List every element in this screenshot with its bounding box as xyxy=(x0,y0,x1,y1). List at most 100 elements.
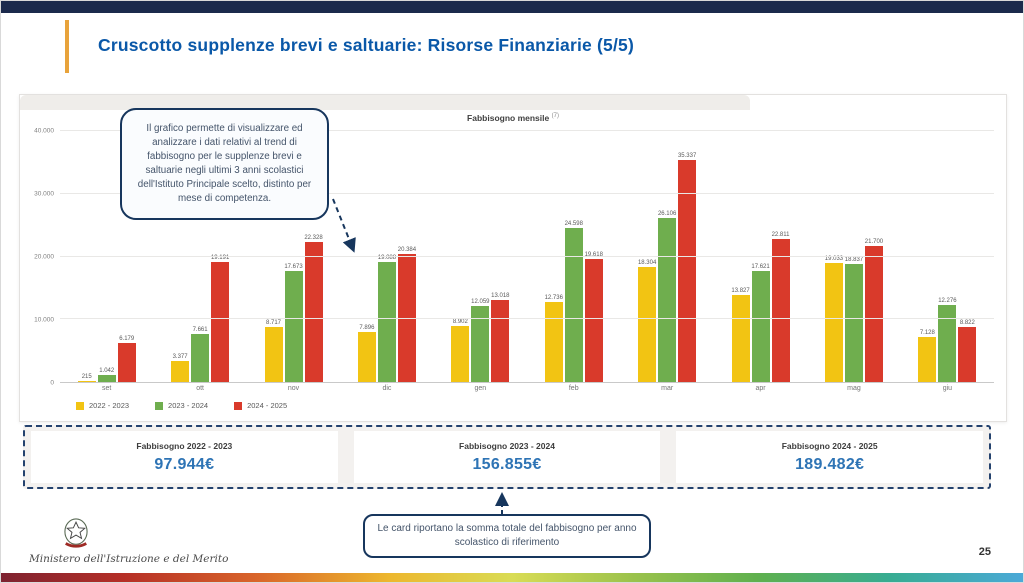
legend-swatch-icon xyxy=(155,401,164,410)
ministry-emblem-icon xyxy=(64,518,88,548)
bar-value-label: 18.837 xyxy=(844,256,864,263)
bar-value-label: 8.717 xyxy=(266,320,282,327)
chart-note-callout: Il grafico permette di visualizzare ed a… xyxy=(120,108,329,220)
bar-value-label: 13.018 xyxy=(491,293,510,300)
y-tick-label: 0 xyxy=(50,379,54,387)
bar-mag-2024-2025: 21.700 xyxy=(865,131,883,382)
bar-value-label: 21.700 xyxy=(864,238,884,245)
bar-group-gen: 8.902 12.059 13.018 xyxy=(434,131,527,382)
bar-value-label: 19.088 xyxy=(377,255,397,262)
bar-nov-2024-2025: 22.328 xyxy=(304,131,323,382)
bar-value-label: 17.673 xyxy=(284,264,303,271)
x-axis-label: mag xyxy=(847,385,861,392)
bar-value-label: 12.059 xyxy=(471,299,490,306)
chart-plot: 215 1.042 6.179 3.377 7.661 19.191 8.717 17.673… xyxy=(60,130,994,383)
legend-swatch-icon xyxy=(76,401,84,410)
bar-value-label: 8.902 xyxy=(452,319,468,326)
y-tick-label: 30.000 xyxy=(34,190,54,198)
bar xyxy=(171,360,190,382)
card-label: Fabbisogno 2023 - 2024 xyxy=(459,440,555,451)
gridline xyxy=(60,192,994,194)
bar-value-label: 17.621 xyxy=(751,264,770,271)
bar-ott-2022-2023: 3.377 xyxy=(171,131,190,382)
bar xyxy=(864,245,883,382)
bar xyxy=(491,300,510,382)
bar-apr-2023-2024: 17.621 xyxy=(751,131,770,382)
bar-apr-2024-2025: 22.811 xyxy=(771,131,790,382)
card-label: Fabbisogno 2024 - 2025 xyxy=(781,440,878,451)
bar xyxy=(191,333,210,382)
panel-top-strip xyxy=(20,95,750,110)
bar-value-label: 18.304 xyxy=(637,260,657,267)
bar-group-ott: 3.377 7.661 19.191 xyxy=(153,131,246,382)
bar-set-2022-2023: 215 xyxy=(77,131,96,382)
bar-mar-2022-2023: 18.304 xyxy=(638,131,656,382)
bar-giu-2023-2024: 12.276 xyxy=(938,131,957,382)
bar-value-label: 12.736 xyxy=(544,295,563,302)
bar xyxy=(264,327,283,382)
legend-swatch-icon xyxy=(234,401,243,410)
bar-gen-2024-2025: 13.018 xyxy=(491,131,510,382)
bar xyxy=(117,343,136,382)
bar xyxy=(771,238,790,382)
bar-mar-2024-2025: 35.337 xyxy=(678,131,696,382)
bar-group-apr: 13.827 17.621 22.811 xyxy=(714,131,807,382)
gridline xyxy=(60,130,994,131)
bar-value-label: 24.598 xyxy=(564,220,583,227)
gridline xyxy=(60,255,994,257)
bar xyxy=(77,380,96,382)
card-value: 97.944€ xyxy=(154,455,215,473)
bar-group-dic: 7.896 19.088 20.384 xyxy=(340,131,433,382)
bar-mar-2023-2024: 26.106 xyxy=(658,131,676,382)
chart-note-text: Il grafico permette di visualizzare ed a… xyxy=(137,123,312,204)
bar xyxy=(678,160,697,382)
bar-value-label: 22.328 xyxy=(304,234,323,241)
bar-dic-2023-2024: 19.088 xyxy=(378,131,396,382)
bar-nov-2023-2024: 17.673 xyxy=(284,131,303,382)
legend-label: 2023 - 2024 xyxy=(168,401,209,410)
chart-legend: 2022 - 2023 2023 - 2024 2024 - 2025 xyxy=(76,401,287,410)
bar-value-label: 26.106 xyxy=(657,211,677,218)
legend-item-2023-2024: 2023 - 2024 xyxy=(155,401,208,410)
bar xyxy=(397,254,416,382)
top-navy-bar xyxy=(1,1,1023,13)
bar-nov-2022-2023: 8.717 xyxy=(264,131,283,382)
bar-apr-2022-2023: 13.827 xyxy=(731,131,750,382)
bar-set-2023-2024: 1.042 xyxy=(97,131,116,382)
chart-title: Fabbisogno mensile (7) xyxy=(20,113,1006,123)
legend-item-2024-2025: 2024 - 2025 xyxy=(234,401,287,410)
gridline xyxy=(60,318,994,320)
chart-panel: Fabbisogno mensile (7) 0 10.000 20.000 30.0… xyxy=(19,94,1007,422)
bar-value-label: 22.811 xyxy=(771,231,790,238)
bar-set-2024-2025: 6.179 xyxy=(117,131,136,382)
bar xyxy=(918,337,937,382)
bar xyxy=(751,271,770,382)
bar-gen-2022-2023: 8.902 xyxy=(451,131,470,382)
bar xyxy=(304,241,323,382)
bar xyxy=(97,375,116,382)
bar-value-label: 12.276 xyxy=(938,297,957,304)
bar xyxy=(638,267,657,382)
page-number: 25 xyxy=(978,546,991,558)
bar xyxy=(284,271,303,382)
legend-item-2022-2023: 2022 - 2023 xyxy=(76,401,129,410)
bar-value-label: 7.128 xyxy=(919,330,935,337)
bar-value-label: 7.896 xyxy=(359,325,375,332)
bar-group-feb: 12.736 24.598 19.618 xyxy=(527,131,620,382)
card-fabbisogno-2023-2024: Fabbisogno 2023 - 2024 156.855€ xyxy=(353,431,661,483)
chart-area: 0 10.000 20.000 30.000 40.000 215 1.042 6.179 3… xyxy=(28,128,994,387)
y-axis: 0 10.000 20.000 30.000 40.000 xyxy=(28,128,58,387)
x-axis-label: apr xyxy=(755,385,766,392)
page-title: Cruscotto supplenze brevi e saltuarie: R… xyxy=(98,35,635,55)
x-axis-label: gen xyxy=(474,385,487,392)
title-accent-bar xyxy=(65,20,69,73)
bar-value-label: 6.179 xyxy=(119,336,135,343)
bar-value-label: 19.033 xyxy=(824,255,844,262)
bar xyxy=(658,218,677,382)
y-tick-label: 20.000 xyxy=(34,253,54,261)
chart-title-superscript: (7) xyxy=(551,113,559,120)
bar-value-label: 19.191 xyxy=(210,254,230,261)
bar-value-label: 19.618 xyxy=(585,252,603,258)
cards-note-callout: Le card riportano la somma totale del fa… xyxy=(363,514,651,558)
